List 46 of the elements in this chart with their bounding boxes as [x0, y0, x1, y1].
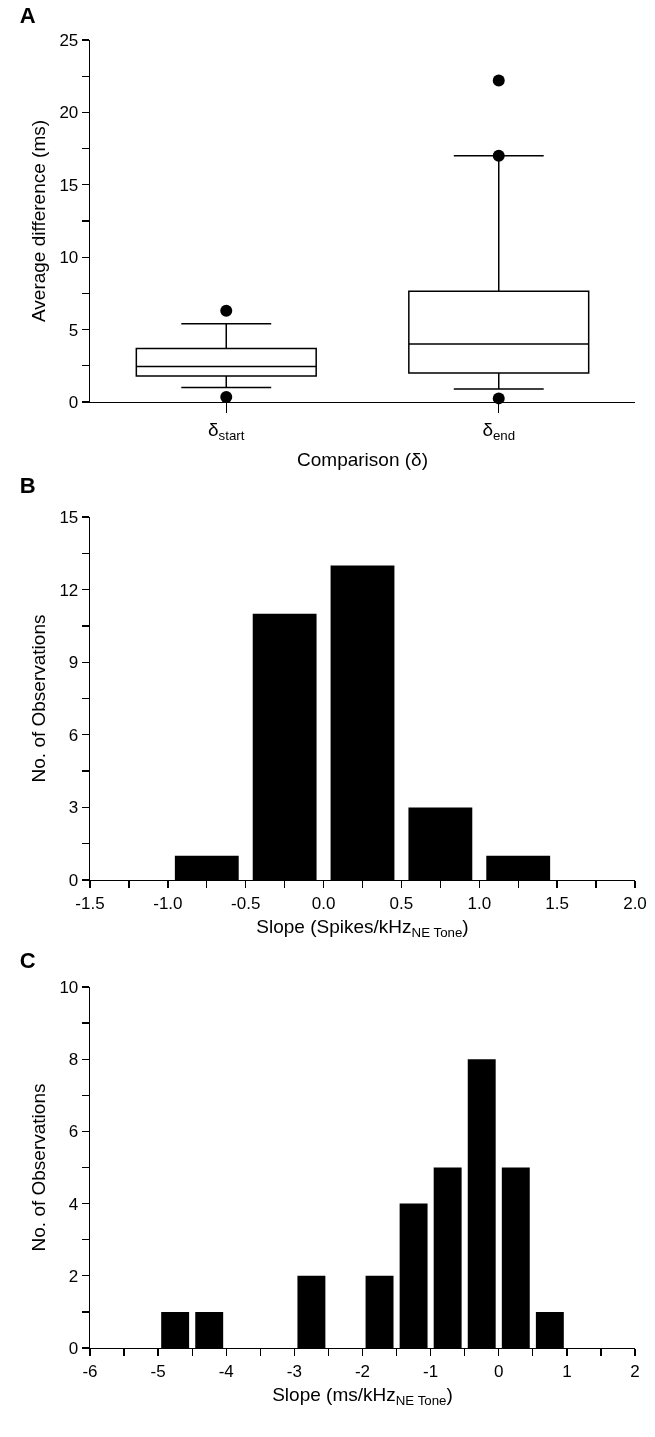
- y-tick-label: 9: [68, 653, 79, 673]
- x-tick-label: 1.5: [545, 893, 569, 913]
- x-tick-label: -6: [82, 1361, 98, 1381]
- x-tick-label: -3: [286, 1361, 302, 1381]
- y-tick-label: 10: [59, 977, 79, 997]
- y-tick-label: 0: [68, 392, 79, 412]
- x-tick-label: 0: [494, 1361, 504, 1381]
- x-tick-label: 2.0: [623, 893, 647, 913]
- chart-title: A: [19, 3, 36, 29]
- chart-title: B: [19, 473, 36, 499]
- x-tick-label: 1: [562, 1361, 572, 1381]
- x-tick-label: -1.0: [153, 893, 183, 913]
- x-axis-title: Comparison (δ): [297, 449, 428, 470]
- y-tick-label: 10: [59, 248, 79, 268]
- x-tick-label: 0.0: [311, 893, 336, 913]
- x-tick-label: -0.5: [231, 893, 261, 913]
- y-tick-label: 4: [68, 1194, 79, 1214]
- y-axis-title: No. of Observations: [28, 614, 50, 783]
- y-tick-label: 0: [68, 1338, 79, 1358]
- x-tick-label: 2: [630, 1361, 640, 1381]
- y-tick-label: 3: [68, 798, 79, 818]
- y-tick-label: 15: [59, 175, 79, 195]
- chart-title: C: [19, 948, 36, 974]
- y-axis-title: No. of Observations: [28, 1083, 50, 1252]
- y-tick-label: 5: [68, 320, 79, 340]
- y-tick-label: 25: [59, 30, 79, 50]
- y-tick-label: 2: [68, 1266, 79, 1286]
- y-tick-label: 12: [59, 580, 79, 600]
- y-tick-label: 0: [68, 870, 79, 890]
- y-tick-label: 15: [59, 507, 79, 527]
- x-tick-label: -4: [218, 1361, 234, 1381]
- x-axis-title: Slope (Spikes/kHz$_{NE Tone}$): [256, 916, 469, 941]
- y-tick-label: 6: [68, 1122, 79, 1142]
- x-tick-label: δ$_{start}$: [208, 419, 245, 444]
- x-tick-label: -2: [354, 1361, 371, 1381]
- x-tick-label: 0.5: [389, 893, 414, 913]
- x-tick-label: 1.0: [467, 893, 492, 913]
- x-axis-title: Slope (ms/kHz$_{NE Tone}$): [272, 1384, 453, 1409]
- x-tick-label: δ$_{end}$: [482, 419, 516, 444]
- x-tick-label: -1: [423, 1361, 439, 1381]
- y-axis-title: Average difference (ms): [28, 119, 50, 323]
- y-tick-label: 8: [68, 1050, 79, 1070]
- x-tick-label: -5: [150, 1361, 166, 1381]
- x-tick-label: -1.5: [75, 893, 105, 913]
- y-tick-label: 6: [68, 725, 79, 745]
- y-tick-label: 20: [59, 103, 79, 123]
